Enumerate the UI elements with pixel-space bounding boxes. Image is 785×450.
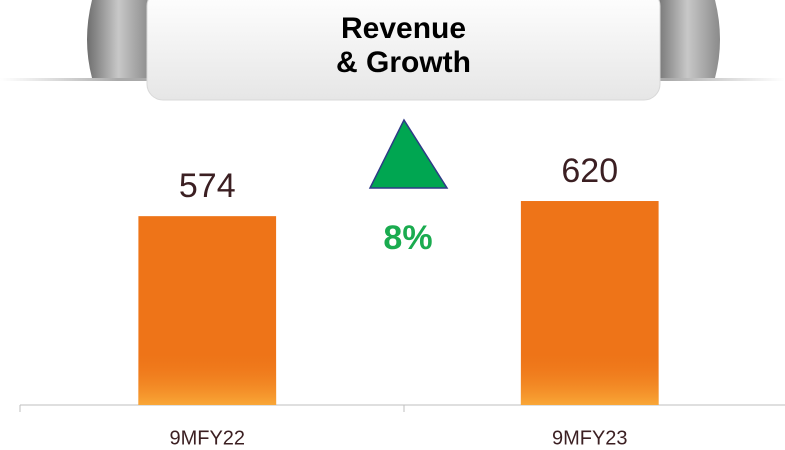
growth-arrow <box>368 118 449 189</box>
growth-label: 8% <box>383 219 432 257</box>
x-axis <box>19 404 785 412</box>
chart-title: Revenue & Growth <box>336 12 471 79</box>
x-tick-label: 9MFY22 <box>169 427 245 449</box>
bar <box>520 201 659 405</box>
x-tick-label: 9MFY23 <box>552 427 628 449</box>
value-label: 620 <box>561 152 618 190</box>
bar <box>138 216 277 405</box>
value-label: 574 <box>179 167 236 205</box>
title-banner <box>0 0 785 101</box>
